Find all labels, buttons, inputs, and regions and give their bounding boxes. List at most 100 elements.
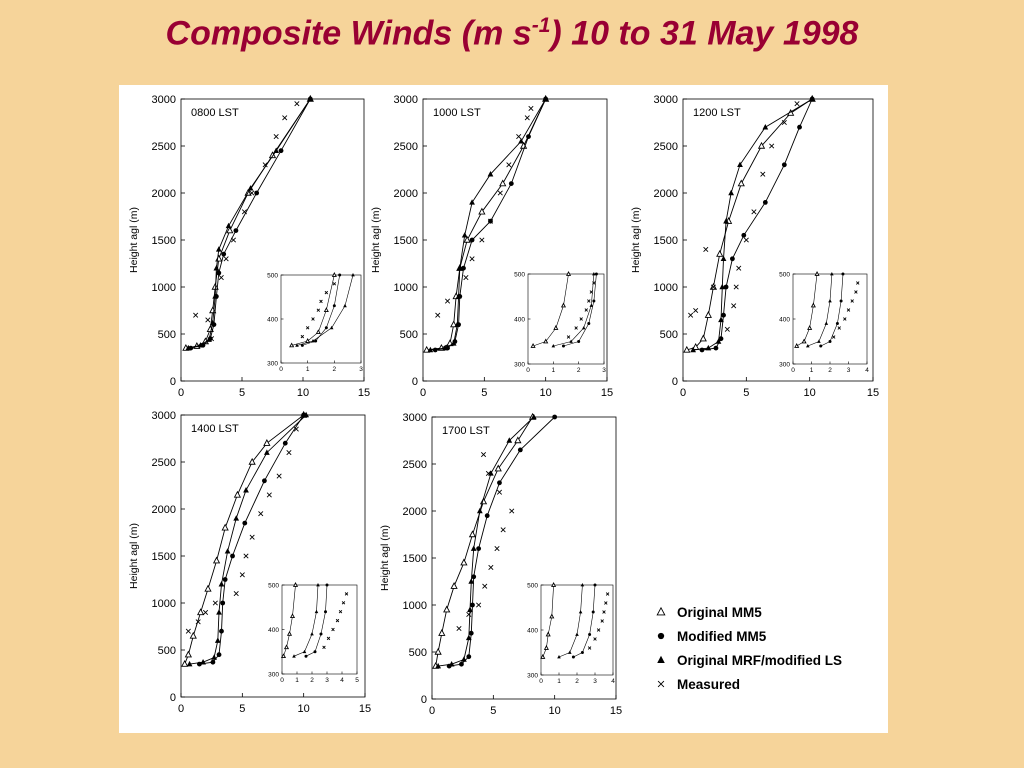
filled-circle-marker	[591, 610, 595, 614]
panel-time-label: 1700 LST	[442, 425, 490, 437]
filled-triangle-marker	[435, 662, 442, 669]
y-tick-label: 500	[409, 647, 427, 659]
filled-triangle-marker	[200, 659, 206, 665]
figure-panel: 0 500 1000 1500 2000 2500 3000 0 5 10 15 Height agl…	[119, 85, 888, 733]
cross-marker	[480, 452, 487, 458]
open-triangle-marker	[331, 272, 337, 277]
y-tick-label: 1500	[152, 235, 176, 247]
cross-marker	[500, 527, 506, 533]
inset-x-tick-label: 0	[526, 367, 530, 374]
cross-marker	[488, 564, 494, 570]
x-tick-label: 10	[540, 387, 552, 399]
filled-circle-marker	[221, 251, 227, 257]
cross-marker	[605, 592, 610, 596]
y-tick-label: 2500	[152, 457, 176, 469]
filled-triangle-marker	[212, 293, 219, 299]
cross-marker	[239, 572, 245, 578]
y-tick-label: 2000	[152, 188, 176, 200]
cross-marker	[736, 265, 742, 271]
cross-marker	[487, 218, 494, 224]
filled-triangle-marker	[209, 319, 216, 325]
open-triangle-marker	[286, 630, 293, 636]
cross-marker	[592, 281, 596, 285]
legend: Original MM5 Modified MM5 Original MRF/mod…	[656, 605, 842, 692]
filled-circle-marker	[233, 228, 239, 234]
x-tick-label: 0	[178, 703, 184, 715]
open-triangle-marker	[478, 207, 486, 215]
cross-marker	[831, 335, 836, 339]
open-triangle-marker	[292, 582, 299, 587]
y-tick-label: 500	[158, 329, 176, 341]
cross-marker	[743, 237, 749, 243]
y-axis-label: Height agl (m)	[379, 525, 391, 591]
filled-triangle-marker	[705, 344, 712, 351]
cross-marker	[324, 290, 329, 295]
filled-triangle-marker	[589, 303, 594, 307]
cross-marker	[731, 303, 737, 309]
filled-triangle-marker	[206, 336, 212, 342]
open-triangle-marker	[226, 226, 234, 234]
y-tick-label: 2000	[403, 506, 427, 518]
inset-y-tick-label: 300	[268, 672, 279, 679]
inset-x-tick-label: 3	[602, 367, 606, 374]
filled-circle-marker	[262, 478, 267, 484]
filled-circle-marker	[571, 655, 575, 659]
cross-marker	[195, 619, 201, 625]
cross-marker	[587, 299, 591, 303]
open-triangle-marker	[215, 254, 223, 262]
cross-marker	[218, 275, 224, 281]
filled-triangle-marker	[592, 272, 596, 276]
filled-circle-marker	[324, 326, 328, 330]
inset-x-tick-label: 4	[865, 367, 869, 374]
cross-marker	[574, 326, 578, 330]
open-triangle-marker	[551, 582, 557, 587]
inset-x-tick-label: 0	[279, 366, 283, 373]
filled-circle-marker	[580, 651, 584, 654]
cross-marker	[266, 492, 272, 498]
filled-triangle-marker	[215, 246, 222, 252]
cross-marker	[846, 308, 851, 312]
filled-triangle-marker	[450, 340, 457, 346]
open-triangle-marker	[549, 613, 555, 619]
filled-triangle-marker	[762, 124, 769, 130]
filled-triangle-marker	[830, 272, 834, 276]
inset-chart: 300 400 500 0 1 2 3	[267, 272, 363, 373]
open-triangle-marker	[283, 644, 290, 650]
filled-circle-marker	[471, 574, 477, 580]
cross-marker	[212, 600, 218, 606]
inset-chart: 300 400 500 0 1 2 3 4 5	[268, 582, 359, 684]
open-triangle-marker	[289, 613, 296, 618]
filled-triangle-marker	[307, 95, 314, 102]
cross-marker	[604, 601, 608, 605]
inset-chart: 300 400 500 0 1 2 3 4	[779, 271, 869, 374]
title-main: Composite Winds (m s	[165, 14, 532, 53]
cross-marker	[528, 105, 534, 111]
cross-marker	[466, 611, 472, 617]
cross-marker	[243, 553, 249, 559]
filled-circle-marker	[552, 414, 558, 420]
x-tick-label: 5	[490, 705, 496, 717]
filled-circle-marker	[577, 340, 581, 343]
filled-triangle-marker	[817, 339, 821, 343]
filled-circle-marker	[762, 200, 768, 205]
open-triangle-marker	[699, 334, 707, 342]
cross-marker	[344, 592, 349, 596]
open-triangle-marker	[814, 271, 820, 276]
cross-marker	[589, 290, 594, 294]
y-tick-label: 1000	[152, 598, 176, 610]
filled-circle-marker	[313, 650, 317, 654]
open-triangle-marker	[560, 302, 567, 308]
x-tick-label: 15	[359, 703, 371, 715]
filled-triangle-marker	[263, 449, 270, 455]
filled-triangle-marker	[454, 321, 461, 327]
cross-marker	[497, 190, 503, 196]
filled-triangle-marker	[467, 606, 473, 612]
filled-circle-marker	[278, 148, 284, 154]
filled-triangle-marker	[225, 222, 232, 229]
filled-triangle-marker	[809, 95, 816, 102]
legend-label: Measured	[677, 677, 740, 692]
filled-triangle-marker	[728, 189, 735, 196]
filled-triangle-marker	[233, 515, 240, 521]
filled-circle-marker	[781, 162, 787, 168]
